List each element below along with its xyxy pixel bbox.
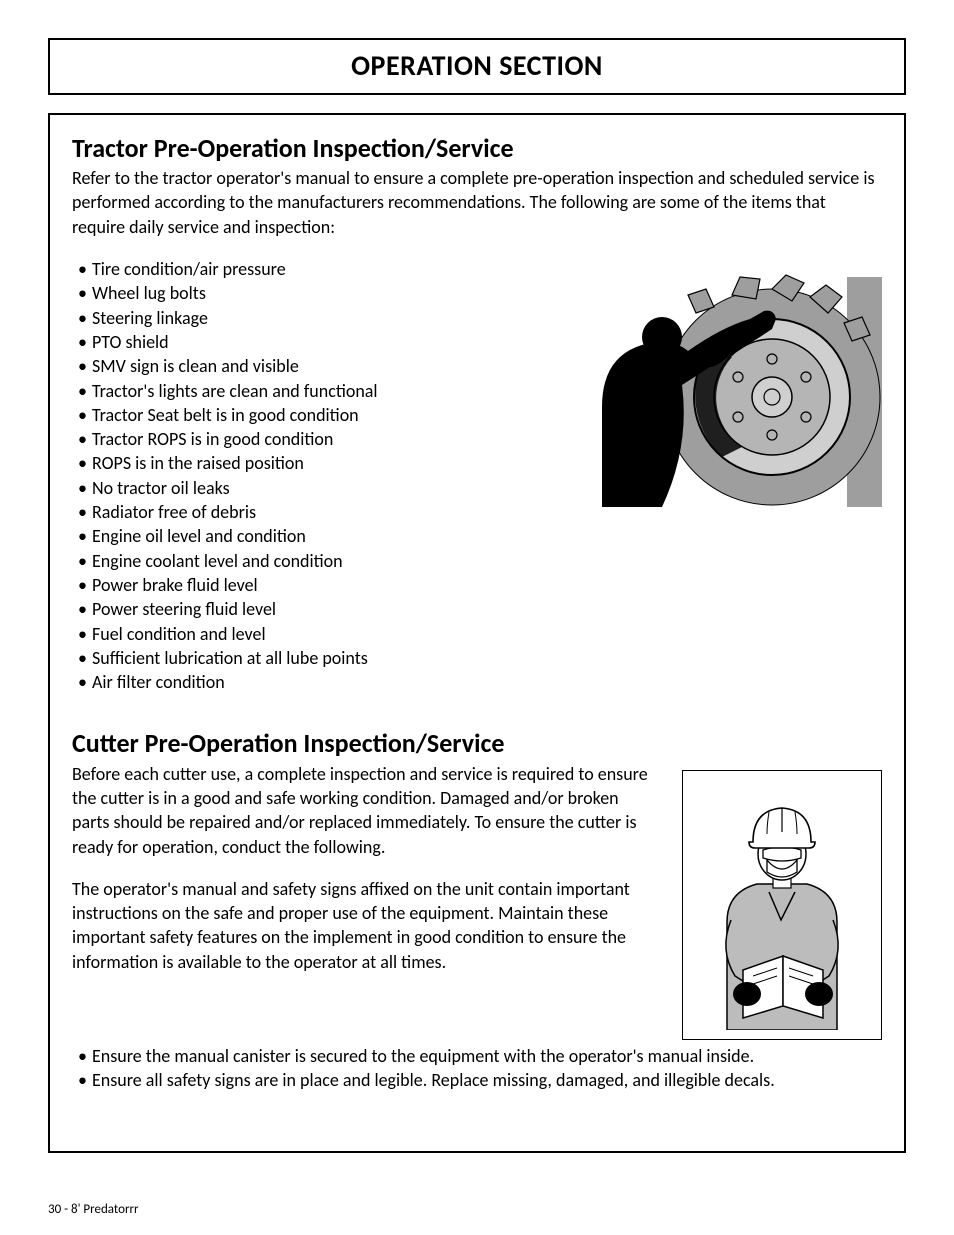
tractor-two-col: Tire condition/air pressure Wheel lug bo… — [72, 257, 882, 714]
list-item: Tractor's lights are clean and functiona… — [78, 379, 574, 403]
list-item: Engine coolant level and condition — [78, 549, 574, 573]
list-item: Air filter condition — [78, 670, 574, 694]
tractor-intro: Refer to the tractor operator's manual t… — [72, 166, 882, 239]
cutter-two-col: Before each cutter use, a complete inspe… — [72, 762, 882, 1040]
list-item: Tractor Seat belt is in good condition — [78, 403, 574, 427]
list-item: Power steering fluid level — [78, 597, 574, 621]
tractor-bullet-list: Tire condition/air pressure Wheel lug bo… — [78, 257, 574, 694]
tire-inspection-icon — [592, 267, 882, 507]
list-item: Sufficient lubrication at all lube point… — [78, 646, 574, 670]
list-item: ROPS is in the raised position — [78, 451, 574, 475]
reader-illustration-box — [682, 770, 882, 1040]
cutter-para-2: The operator's manual and safety signs a… — [72, 877, 660, 974]
cutter-heading: Cutter Pre-Operation Inspection/Service — [72, 728, 882, 759]
list-item: Steering linkage — [78, 306, 574, 330]
page-footer: 30 - 8' Predatorrr — [48, 1202, 139, 1217]
list-item: No tractor oil leaks — [78, 476, 574, 500]
section-title: OPERATION SECTION — [50, 48, 904, 83]
cutter-para-1: Before each cutter use, a complete inspe… — [72, 762, 660, 859]
list-item: Radiator free of debris — [78, 500, 574, 524]
cutter-illustration-col — [682, 762, 882, 1040]
cutter-block: Cutter Pre-Operation Inspection/Service … — [72, 728, 882, 1092]
list-item: Power brake fluid level — [78, 573, 574, 597]
tractor-illustration-col — [592, 257, 882, 512]
list-item: Tractor ROPS is in good condition — [78, 427, 574, 451]
list-item: Wheel lug bolts — [78, 281, 574, 305]
list-item: Fuel condition and level — [78, 622, 574, 646]
content-box: Tractor Pre-Operation Inspection/Service… — [48, 113, 906, 1153]
cutter-text-col: Before each cutter use, a complete inspe… — [72, 762, 660, 992]
list-item: Engine oil level and condition — [78, 524, 574, 548]
list-item: Tire condition/air pressure — [78, 257, 574, 281]
list-item: Ensure all safety signs are in place and… — [78, 1068, 882, 1092]
tractor-list-col: Tire condition/air pressure Wheel lug bo… — [72, 257, 574, 714]
section-title-box: OPERATION SECTION — [48, 38, 906, 95]
tractor-heading: Tractor Pre-Operation Inspection/Service — [72, 133, 882, 164]
list-item: SMV sign is clean and visible — [78, 354, 574, 378]
cutter-bullet-list: Ensure the manual canister is secured to… — [78, 1044, 882, 1093]
list-item: PTO shield — [78, 330, 574, 354]
worker-reading-manual-icon — [697, 780, 867, 1030]
list-item: Ensure the manual canister is secured to… — [78, 1044, 882, 1068]
